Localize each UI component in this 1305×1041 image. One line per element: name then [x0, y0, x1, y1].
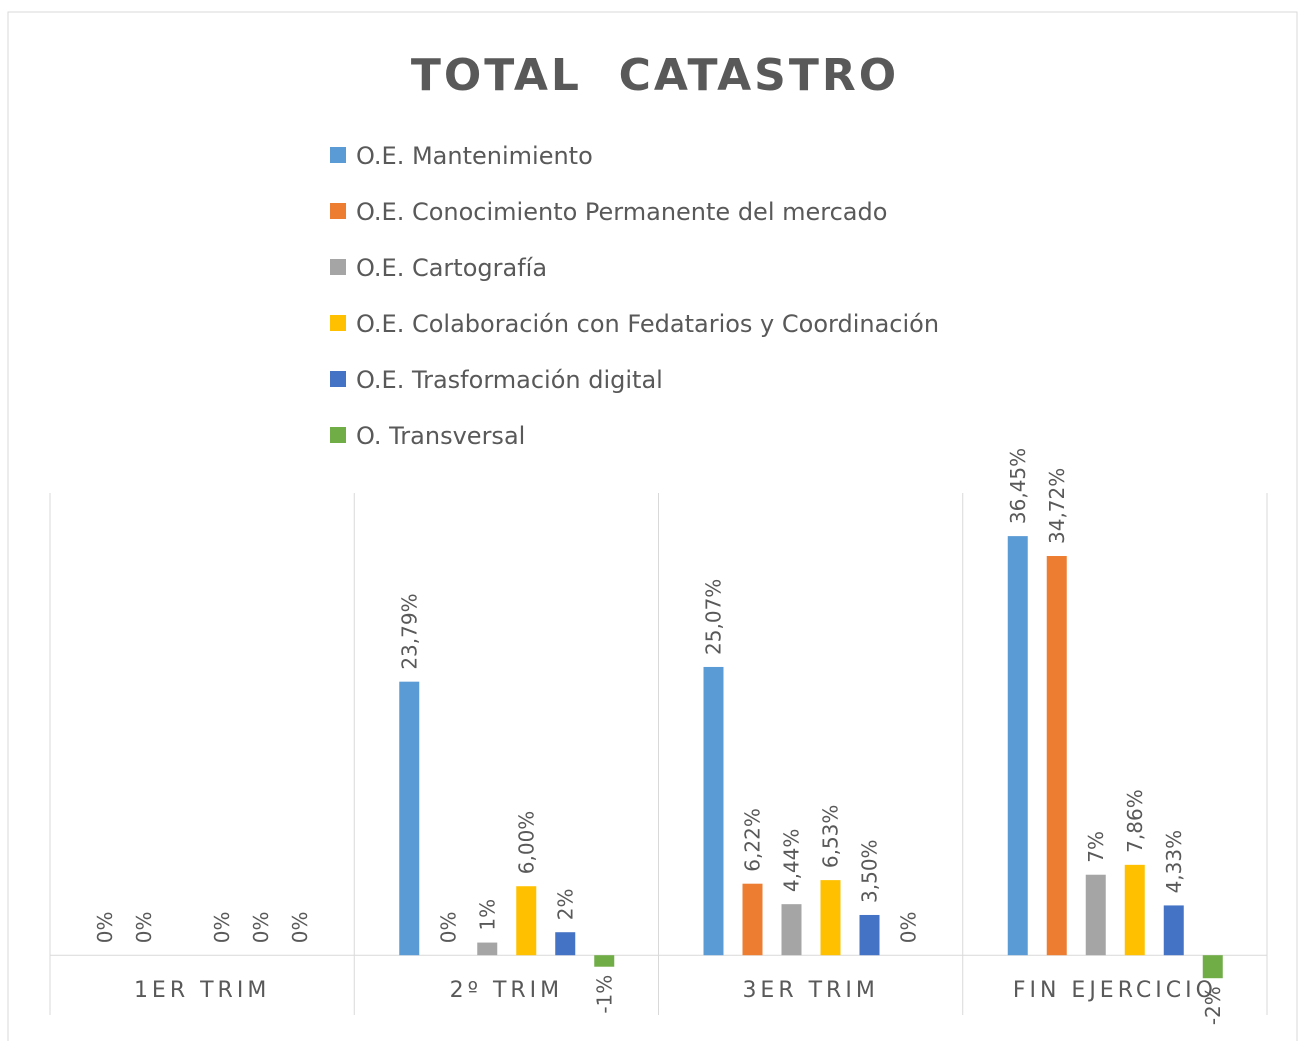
x-tick-label: FIN EJERCICIO: [1013, 978, 1217, 1003]
legend-label: O.E. Trasformación digital: [356, 366, 663, 394]
bar: [399, 681, 420, 956]
data-label: 1%: [475, 899, 499, 931]
legend-swatch: [330, 315, 346, 331]
data-label: 23,79%: [397, 593, 421, 669]
data-label: 0%: [210, 911, 234, 943]
data-label: 0%: [436, 911, 460, 943]
bar: [1007, 536, 1028, 956]
data-label: 36,45%: [1006, 448, 1030, 524]
bar: [1046, 556, 1067, 956]
bar: [477, 942, 498, 956]
data-label: 34,72%: [1045, 468, 1069, 544]
data-label: 2%: [553, 888, 577, 920]
data-label: 25,07%: [702, 579, 726, 655]
data-label: 0%: [897, 911, 921, 943]
chart-frame: [7, 11, 1298, 1041]
x-tick-label: 3ER TRIM: [742, 978, 878, 1003]
data-label: 0%: [132, 911, 156, 943]
data-label: 7,86%: [1123, 789, 1147, 853]
data-label: 6,53%: [819, 805, 843, 869]
legend-swatch: [330, 371, 346, 387]
data-label: -2%: [1201, 986, 1225, 1025]
bar: [1085, 874, 1106, 956]
bar: [516, 886, 537, 956]
data-label: 4,44%: [780, 829, 804, 893]
data-label: 7%: [1084, 831, 1108, 863]
legend-label: O.E. Mantenimiento: [356, 142, 593, 170]
data-label: 0%: [249, 911, 273, 943]
bar: [555, 932, 576, 956]
x-tick-label: 2º TRIM: [450, 978, 564, 1003]
bar: [594, 955, 615, 967]
bar: [742, 883, 763, 956]
legend-swatch: [330, 427, 346, 443]
legend-swatch: [330, 147, 346, 163]
chart-title: TOTAL CATASTRO: [411, 50, 899, 101]
legend-label: O.E. Colaboración con Fedatarios y Coord…: [356, 310, 939, 338]
data-label: 0%: [93, 911, 117, 943]
data-label: 6,00%: [514, 811, 538, 875]
bar: [781, 904, 802, 956]
legend-swatch: [330, 259, 346, 275]
x-tick-label: 1ER TRIM: [134, 978, 270, 1003]
legend-label: O.E. Conocimiento Permanente del mercado: [356, 198, 887, 226]
bar: [703, 666, 724, 956]
data-label: 4,33%: [1162, 830, 1186, 894]
legend-swatch: [330, 203, 346, 219]
data-label: 6,22%: [741, 808, 765, 872]
bar: [1124, 864, 1145, 956]
data-label: 0%: [288, 911, 312, 943]
data-label: -1%: [592, 975, 616, 1014]
bar: [859, 914, 880, 956]
legend-label: O. Transversal: [356, 422, 525, 450]
bar: [1163, 905, 1184, 956]
data-label: 3,50%: [858, 839, 882, 903]
bar: [820, 880, 841, 956]
bar: [1202, 955, 1223, 979]
legend-label: O.E. Cartografía: [356, 254, 547, 282]
